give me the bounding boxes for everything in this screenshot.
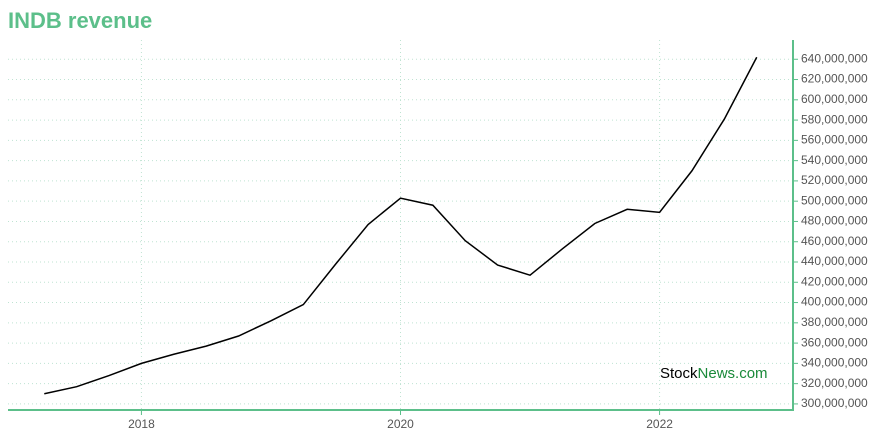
y-tick-label: 460,000,000: [801, 234, 868, 248]
y-tick-label: 620,000,000: [801, 72, 868, 86]
y-tick-label: 400,000,000: [801, 295, 868, 309]
watermark-part: News.com: [698, 365, 768, 382]
x-tick-label: 2018: [128, 417, 155, 431]
x-tick-label: 2020: [387, 417, 414, 431]
y-tick-label: 340,000,000: [801, 356, 868, 370]
watermark: StockNews.com: [660, 365, 768, 382]
y-tick-label: 420,000,000: [801, 274, 868, 288]
y-tick-label: 300,000,000: [801, 396, 868, 410]
x-tick-label: 2022: [646, 417, 673, 431]
y-tick-label: 600,000,000: [801, 92, 868, 106]
chart-title: INDB revenue: [8, 8, 152, 33]
y-tick-label: 540,000,000: [801, 153, 868, 167]
y-tick-label: 500,000,000: [801, 193, 868, 207]
y-tick-label: 580,000,000: [801, 112, 868, 126]
y-tick-label: 320,000,000: [801, 376, 868, 390]
line: [44, 56, 758, 395]
watermark-part: Stock: [660, 365, 698, 382]
y-tick-label: 440,000,000: [801, 254, 868, 268]
y-tick-label: 380,000,000: [801, 315, 868, 329]
y-tick-label: 520,000,000: [801, 173, 868, 187]
y-tick-label: 360,000,000: [801, 335, 868, 349]
y-tick-label: 560,000,000: [801, 133, 868, 147]
y-tick-label: 480,000,000: [801, 214, 868, 228]
y-tick-label: 640,000,000: [801, 51, 868, 65]
